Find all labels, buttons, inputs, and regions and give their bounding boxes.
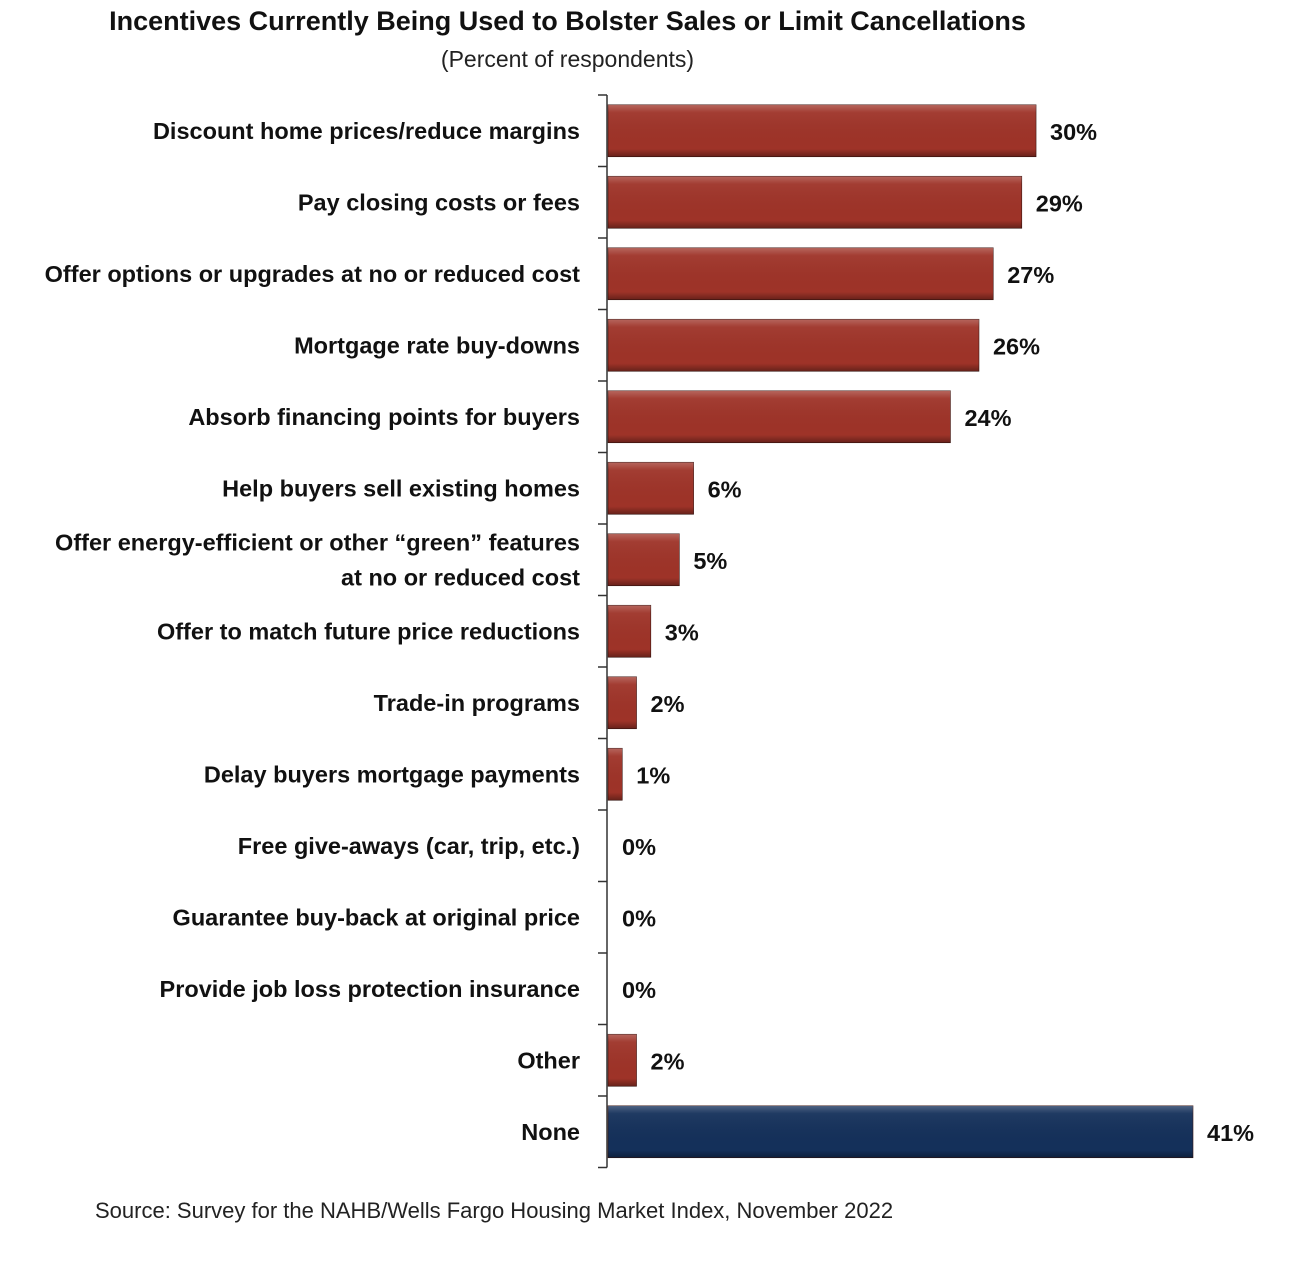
category-label: Delay buyers mortgage payments (204, 761, 580, 787)
value-label: 41% (1207, 1120, 1254, 1146)
bar (607, 175, 1023, 229)
category-label: Guarantee buy-back at original price (173, 904, 580, 930)
category-label: Mortgage rate buy-downs (294, 332, 580, 358)
category-label: Other (517, 1047, 580, 1073)
bar (607, 247, 994, 301)
chart-subtitle: (Percent of respondents) (440, 46, 695, 72)
bar (607, 533, 680, 587)
bar (607, 318, 980, 372)
value-label: 3% (665, 619, 699, 645)
category-label: Provide job loss protection insurance (160, 976, 580, 1002)
source-note: Source: Survey for the NAHB/Wells Fargo … (95, 1198, 894, 1223)
category-label: Absorb financing points for buyers (188, 404, 580, 430)
value-label: 0% (622, 905, 656, 931)
chart-title: Incentives Currently Being Used to Bolst… (109, 6, 1026, 36)
value-label: 29% (1036, 190, 1083, 216)
category-label: Offer options or upgrades at no or reduc… (45, 261, 581, 287)
category-label: Offer to match future price reductions (157, 618, 580, 644)
bar (607, 461, 694, 515)
category-label: Offer energy-efficient or other “green” … (55, 529, 580, 590)
bar (607, 104, 1037, 158)
category-label: Trade-in programs (374, 690, 580, 716)
category-label: Discount home prices/reduce margins (153, 118, 580, 144)
value-label: 0% (622, 834, 656, 860)
bar (607, 747, 623, 801)
bar (607, 1033, 637, 1087)
bar (607, 390, 951, 444)
value-label: 1% (636, 762, 670, 788)
value-label: 0% (622, 977, 656, 1003)
value-label: 24% (964, 405, 1011, 431)
value-label: 2% (651, 1048, 685, 1074)
value-label: 30% (1050, 119, 1097, 145)
value-label: 26% (993, 333, 1040, 359)
value-label: 6% (708, 476, 742, 502)
bar (607, 676, 637, 730)
value-label: 27% (1007, 262, 1054, 288)
value-label: 5% (693, 548, 727, 574)
category-label: Help buyers sell existing homes (222, 475, 580, 501)
category-label: Pay closing costs or fees (298, 189, 580, 215)
bar (607, 1105, 1194, 1159)
category-label: None (521, 1119, 580, 1145)
category-label: Free give-aways (car, trip, etc.) (238, 833, 580, 859)
bar (607, 604, 652, 658)
value-label: 2% (651, 691, 685, 717)
